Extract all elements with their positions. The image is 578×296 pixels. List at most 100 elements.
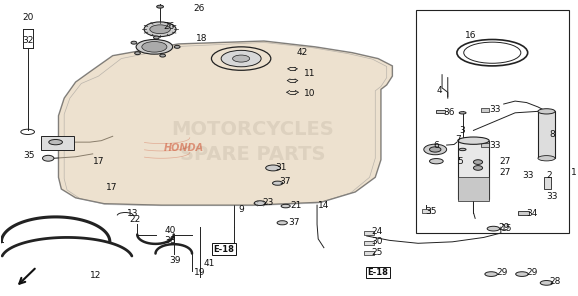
Ellipse shape: [516, 272, 528, 276]
Bar: [416, 10, 569, 233]
Text: 23: 23: [262, 198, 273, 207]
Text: 7: 7: [455, 135, 461, 144]
Text: E-18: E-18: [368, 268, 388, 277]
Ellipse shape: [429, 147, 441, 152]
Text: 22: 22: [130, 215, 141, 224]
Ellipse shape: [485, 272, 498, 276]
Ellipse shape: [160, 54, 165, 57]
Text: 27: 27: [499, 168, 510, 177]
Ellipse shape: [175, 45, 180, 48]
Ellipse shape: [221, 50, 261, 67]
Bar: [481, 143, 489, 147]
Text: 31: 31: [275, 163, 287, 172]
Text: 25: 25: [371, 247, 383, 257]
Ellipse shape: [487, 226, 500, 231]
Text: 12: 12: [90, 271, 101, 280]
Ellipse shape: [459, 148, 466, 151]
Ellipse shape: [136, 39, 173, 54]
Text: 35: 35: [425, 207, 436, 215]
Ellipse shape: [429, 159, 443, 164]
Text: 13: 13: [127, 210, 139, 218]
Ellipse shape: [281, 204, 290, 208]
Text: 37: 37: [288, 218, 299, 227]
Ellipse shape: [144, 22, 176, 37]
Ellipse shape: [473, 160, 483, 164]
Bar: [364, 251, 373, 255]
Bar: [422, 209, 430, 213]
Bar: [364, 231, 373, 235]
Bar: [42, 136, 75, 150]
Text: 20: 20: [23, 13, 34, 22]
Polygon shape: [58, 41, 392, 205]
Bar: [538, 111, 555, 158]
Ellipse shape: [142, 41, 167, 52]
Ellipse shape: [424, 144, 447, 155]
Text: E-18: E-18: [213, 245, 235, 254]
Text: HONDA: HONDA: [164, 143, 204, 153]
Ellipse shape: [538, 156, 555, 161]
Text: 24: 24: [371, 227, 383, 236]
Text: 19: 19: [194, 268, 206, 277]
Text: 38: 38: [164, 236, 176, 245]
Ellipse shape: [277, 221, 287, 225]
Text: 29: 29: [527, 268, 538, 277]
Text: 17: 17: [106, 183, 117, 192]
Text: 18: 18: [195, 33, 207, 43]
Text: 33: 33: [489, 105, 501, 114]
Bar: [481, 108, 489, 112]
Ellipse shape: [540, 281, 553, 285]
Text: 33: 33: [489, 141, 501, 149]
Text: 26: 26: [193, 4, 205, 13]
Ellipse shape: [135, 52, 140, 55]
Ellipse shape: [459, 112, 466, 114]
Text: 27: 27: [499, 157, 510, 166]
Text: 9: 9: [239, 205, 244, 214]
Text: 6: 6: [434, 141, 439, 149]
Text: 3: 3: [459, 126, 465, 135]
Text: 15: 15: [501, 224, 512, 233]
Text: 5: 5: [457, 157, 462, 166]
Text: 29: 29: [498, 223, 509, 232]
Text: 10: 10: [304, 89, 316, 98]
Text: 14: 14: [318, 201, 329, 210]
Ellipse shape: [266, 165, 280, 171]
Text: 2: 2: [547, 171, 552, 180]
Text: 30: 30: [371, 237, 383, 246]
Ellipse shape: [458, 137, 489, 144]
Text: 34: 34: [527, 210, 538, 218]
Bar: [458, 177, 490, 201]
Ellipse shape: [131, 41, 137, 44]
Text: 33: 33: [522, 171, 533, 180]
Text: MOTORCYCLES
SPARE PARTS: MOTORCYCLES SPARE PARTS: [171, 120, 334, 164]
Ellipse shape: [157, 5, 164, 8]
Ellipse shape: [538, 109, 555, 114]
Ellipse shape: [154, 36, 159, 39]
Text: 36: 36: [444, 108, 455, 117]
Ellipse shape: [473, 165, 483, 170]
Text: 21: 21: [290, 201, 302, 210]
Text: 40: 40: [164, 226, 176, 235]
Bar: [364, 241, 373, 245]
Ellipse shape: [272, 181, 283, 185]
Text: 11: 11: [304, 69, 316, 78]
Bar: [458, 141, 490, 199]
Text: 29: 29: [497, 268, 508, 277]
Text: 4: 4: [437, 86, 443, 95]
Ellipse shape: [254, 201, 266, 205]
Text: 8: 8: [549, 130, 555, 139]
Ellipse shape: [49, 139, 62, 145]
Ellipse shape: [43, 155, 54, 161]
Text: 33: 33: [547, 192, 558, 201]
Ellipse shape: [150, 25, 171, 34]
Text: 39: 39: [170, 256, 181, 266]
Text: 35: 35: [23, 151, 35, 160]
Text: 32: 32: [23, 36, 34, 46]
Bar: [544, 177, 550, 189]
Text: 41: 41: [204, 259, 216, 268]
Text: 28: 28: [549, 277, 561, 286]
Text: 16: 16: [465, 30, 476, 40]
Text: 1: 1: [570, 168, 576, 177]
Text: 26: 26: [163, 22, 175, 31]
Bar: [518, 211, 529, 215]
Text: 37: 37: [279, 177, 291, 186]
